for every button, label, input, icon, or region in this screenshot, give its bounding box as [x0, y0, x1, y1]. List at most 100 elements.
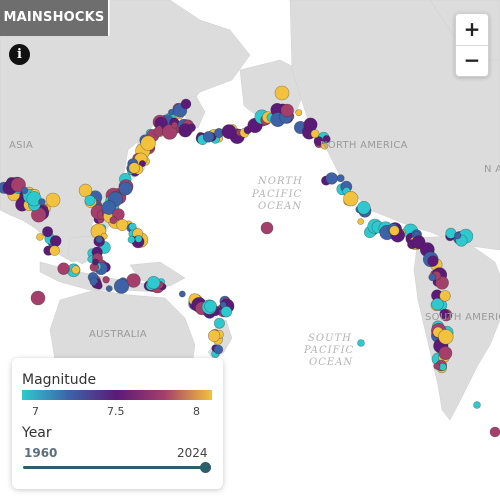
- quake-marker[interactable]: [89, 277, 99, 286]
- label-north-pacific-3: OCEAN: [258, 201, 302, 212]
- info-icon[interactable]: i: [9, 44, 30, 65]
- quake-marker[interactable]: [95, 235, 104, 244]
- magnitude-tick-8: 8: [193, 405, 200, 418]
- earthquake-markers[interactable]: [0, 85, 500, 438]
- quake-marker[interactable]: [118, 181, 133, 196]
- quake-marker[interactable]: [138, 160, 146, 168]
- quake-marker[interactable]: [357, 218, 365, 225]
- quake-marker[interactable]: [178, 290, 186, 298]
- quake-marker[interactable]: [78, 183, 93, 198]
- asia-land: [0, 0, 251, 263]
- zoom-control: + −: [455, 13, 489, 77]
- year-slider-handle[interactable]: [200, 462, 211, 473]
- quake-marker[interactable]: [71, 265, 81, 275]
- magnitude-gradient: [22, 390, 212, 400]
- quake-marker[interactable]: [428, 273, 437, 282]
- quake-marker[interactable]: [102, 276, 110, 284]
- quake-marker[interactable]: [310, 129, 320, 139]
- quake-marker[interactable]: [45, 192, 61, 208]
- quake-marker[interactable]: [204, 299, 217, 313]
- quake-marker[interactable]: [187, 123, 196, 132]
- quake-marker[interactable]: [438, 346, 453, 360]
- quake-marker[interactable]: [49, 245, 60, 256]
- quake-marker[interactable]: [439, 290, 451, 302]
- quake-marker[interactable]: [10, 177, 26, 193]
- quake-marker[interactable]: [92, 258, 99, 266]
- label-asia: ASIA: [9, 140, 33, 151]
- quake-marker[interactable]: [438, 329, 454, 345]
- quake-marker[interactable]: [134, 235, 143, 243]
- quake-marker[interactable]: [435, 275, 449, 290]
- quake-marker[interactable]: [356, 201, 371, 215]
- magnitude-tick-7-5: 7.5: [107, 405, 125, 418]
- quake-marker[interactable]: [95, 282, 103, 290]
- quake-marker[interactable]: [202, 131, 215, 143]
- quake-marker[interactable]: [84, 194, 96, 206]
- label-south-america: SOUTH AMERICA: [425, 312, 500, 323]
- zoom-in-button[interactable]: +: [456, 14, 488, 46]
- quake-marker[interactable]: [109, 216, 118, 225]
- quake-marker[interactable]: [427, 255, 439, 267]
- quake-marker[interactable]: [473, 401, 481, 409]
- quake-marker[interactable]: [30, 290, 46, 306]
- quake-marker[interactable]: [128, 162, 141, 174]
- quake-marker[interactable]: [221, 124, 237, 140]
- quake-marker[interactable]: [38, 198, 46, 206]
- magnitude-tick-7: 7: [32, 405, 39, 418]
- quake-marker[interactable]: [357, 339, 365, 347]
- quake-marker[interactable]: [113, 278, 130, 294]
- quake-marker[interactable]: [146, 276, 161, 290]
- quake-marker[interactable]: [105, 285, 113, 292]
- map-labels: ASIA NORTH AMERICA N A NORTH PACIFIC OCE…: [9, 140, 500, 368]
- quake-marker[interactable]: [439, 308, 450, 319]
- label-north-pacific-1: NORTH: [257, 176, 303, 187]
- quake-marker[interactable]: [313, 136, 324, 146]
- year-end: 2024: [177, 446, 208, 460]
- quake-marker[interactable]: [325, 172, 338, 185]
- quake-marker[interactable]: [431, 298, 444, 311]
- quake-marker[interactable]: [171, 121, 178, 129]
- quake-marker[interactable]: [36, 233, 44, 241]
- label-south-pacific-3: OCEAN: [309, 357, 353, 368]
- mainshocks-title: MAINSHOCKS: [0, 0, 108, 36]
- quake-marker[interactable]: [116, 219, 129, 232]
- quake-marker[interactable]: [489, 426, 500, 438]
- quake-marker[interactable]: [213, 344, 224, 355]
- label-south-pacific-1: SOUTH: [308, 333, 352, 344]
- magnitude-label: Magnitude: [22, 372, 97, 388]
- quake-marker[interactable]: [49, 235, 62, 247]
- quake-marker[interactable]: [21, 186, 29, 194]
- quake-marker[interactable]: [101, 200, 117, 215]
- quake-marker[interactable]: [208, 329, 221, 342]
- quake-marker[interactable]: [162, 124, 178, 140]
- quake-marker[interactable]: [322, 135, 331, 144]
- quake-marker[interactable]: [454, 232, 462, 240]
- quake-marker[interactable]: [280, 103, 294, 118]
- label-south-pacific-2: PACIFIC: [303, 345, 354, 356]
- quake-marker[interactable]: [127, 235, 136, 244]
- label-north-america-edge: N A: [484, 164, 500, 175]
- year-label: Year: [22, 425, 52, 441]
- quake-marker[interactable]: [303, 117, 318, 132]
- quake-marker[interactable]: [213, 317, 225, 329]
- label-north-america: NORTH AMERICA: [320, 140, 408, 151]
- quake-marker[interactable]: [433, 362, 441, 370]
- quake-marker[interactable]: [343, 191, 359, 207]
- quake-marker[interactable]: [389, 225, 400, 236]
- quake-marker[interactable]: [57, 262, 70, 275]
- year-slider-track[interactable]: [23, 466, 209, 469]
- quake-marker[interactable]: [180, 98, 192, 110]
- quake-marker[interactable]: [42, 226, 54, 238]
- quake-marker[interactable]: [220, 306, 233, 318]
- quake-marker[interactable]: [274, 85, 290, 101]
- land-layer: [0, 0, 500, 421]
- legend-panel: Magnitude 7 7.5 8 Year 1960 2024: [12, 358, 223, 489]
- label-north-pacific-2: PACIFIC: [251, 189, 302, 200]
- quake-marker[interactable]: [295, 109, 303, 117]
- quake-marker[interactable]: [336, 174, 345, 183]
- zoom-out-button[interactable]: −: [463, 48, 481, 72]
- quake-marker[interactable]: [140, 135, 156, 151]
- quake-marker[interactable]: [260, 221, 274, 235]
